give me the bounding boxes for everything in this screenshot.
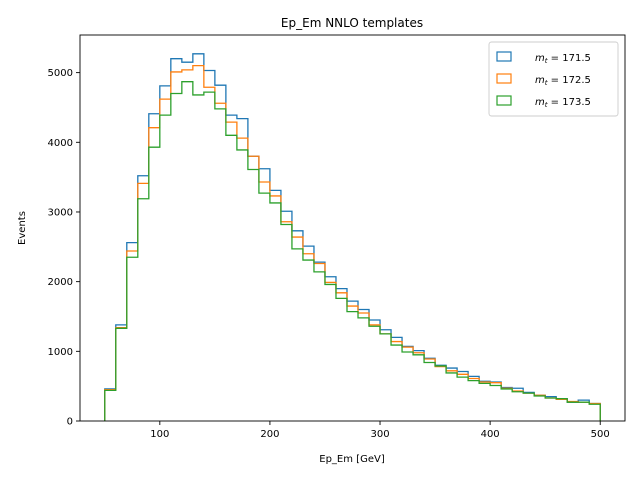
legend-swatch-3	[496, 95, 512, 106]
legend: mt = 171.5 mt = 172.5 mt = 173.5	[488, 41, 619, 117]
y-tick-label: 0	[67, 417, 73, 428]
y-tick-label: 2000	[48, 277, 73, 288]
chart-title: Ep_Em NNLO templates	[281, 16, 423, 30]
x-tick-label: 400	[481, 429, 500, 440]
legend-label-2: mt = 172.5	[535, 75, 591, 87]
histogram-series-3	[104, 81, 601, 421]
legend-label-1: mt = 171.5	[535, 53, 591, 65]
y-tick-label: 1000	[48, 347, 73, 358]
y-axis-label: Events	[17, 211, 28, 245]
y-tick-label: 3000	[48, 207, 73, 218]
legend-swatch-1	[496, 51, 512, 62]
legend-label-3: mt = 173.5	[535, 97, 591, 109]
axes-frame	[79, 34, 626, 422]
y-tick-label: 5000	[48, 68, 73, 79]
histogram-series-2	[104, 65, 601, 421]
x-tick-label: 200	[260, 429, 279, 440]
legend-box	[488, 41, 619, 117]
x-axis-label: Ep_Em [GeV]	[319, 454, 385, 465]
x-tick-label: 300	[370, 429, 389, 440]
plot-area	[104, 53, 601, 421]
histogram-series-1	[104, 53, 601, 421]
legend-swatch-2	[496, 73, 512, 84]
x-tick-label: 500	[591, 429, 610, 440]
y-tick-label: 4000	[48, 138, 73, 149]
x-tick-label: 100	[150, 429, 169, 440]
